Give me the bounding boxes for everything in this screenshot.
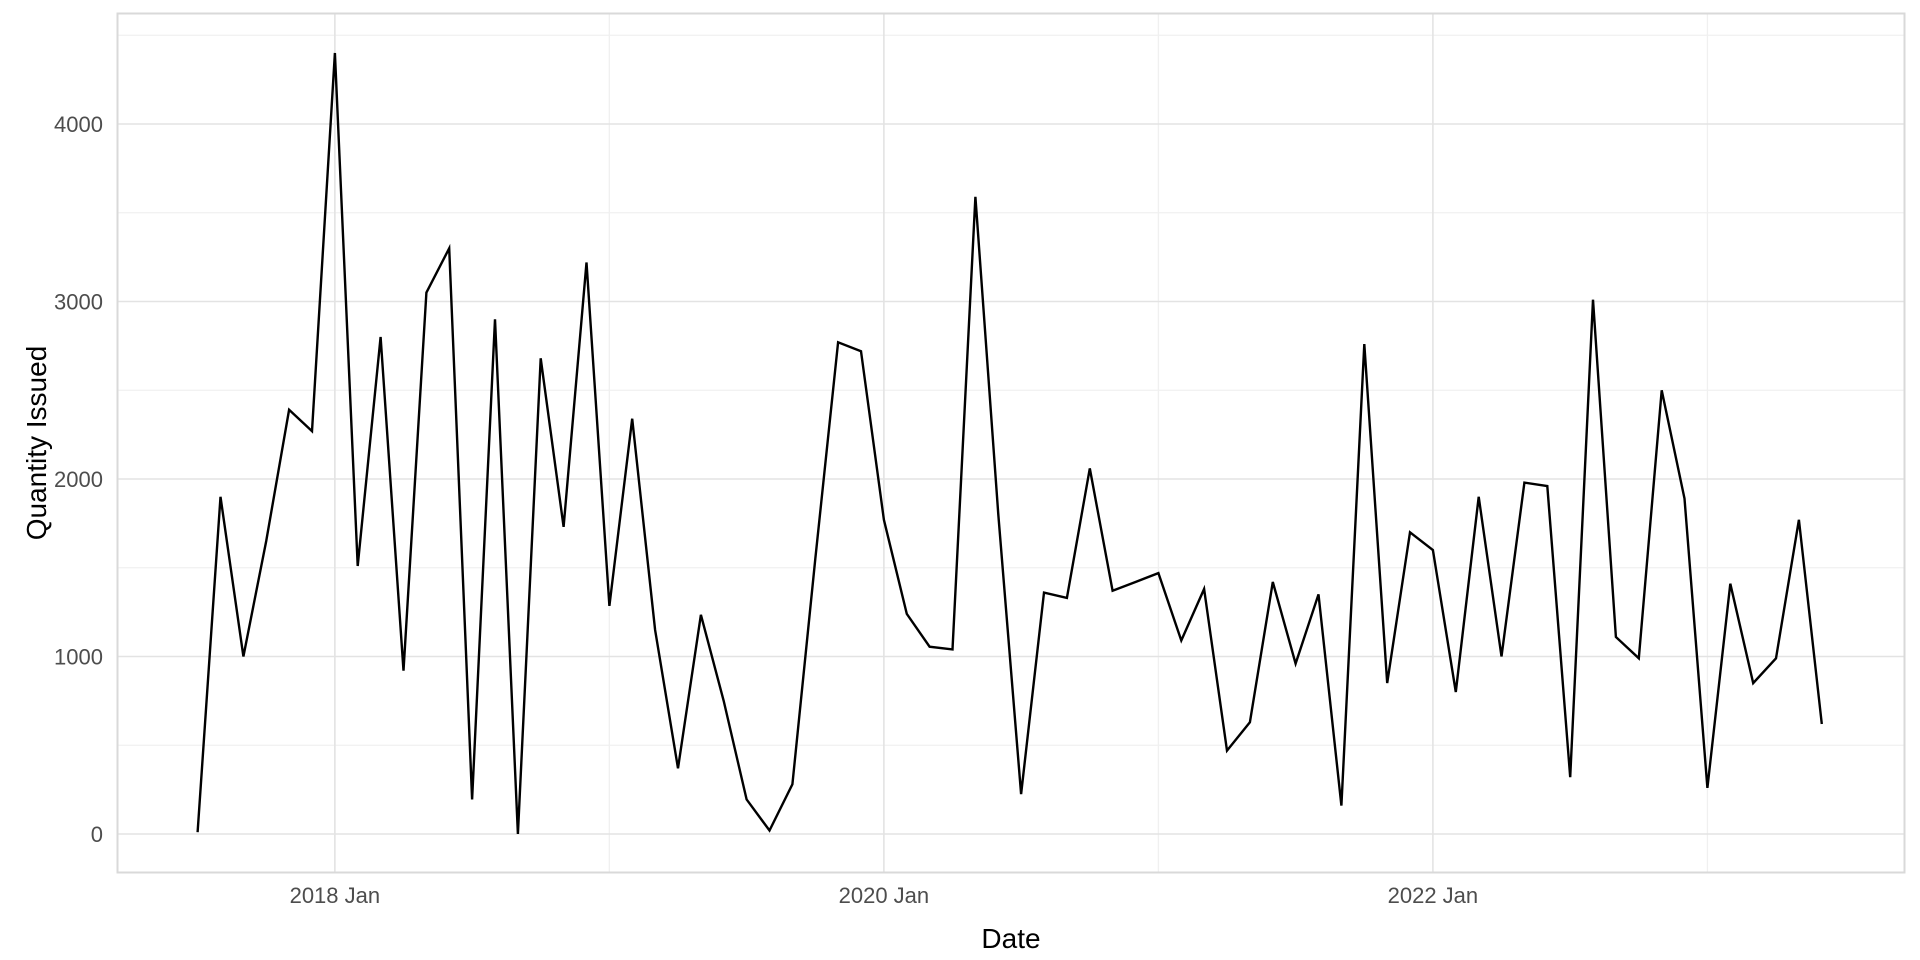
panel-border — [116, 12, 1906, 874]
y-tick-label: 1000 — [54, 645, 103, 670]
y-tick-label: 3000 — [54, 290, 103, 315]
y-tick-label: 0 — [91, 822, 103, 847]
y-tick-label: 4000 — [54, 112, 103, 137]
quantity-issued-series-line — [196, 52, 1823, 835]
y-axis-title: Quantity Issued — [21, 346, 52, 541]
major-gridlines — [117, 13, 1905, 873]
x-tick-label: 2022 Jan — [1388, 883, 1479, 908]
y-tick-label: 2000 — [54, 467, 103, 492]
y-axis-tick-labels: 0 1000 2000 3000 4000 — [54, 112, 103, 847]
minor-gridlines — [117, 13, 1905, 873]
x-tick-label: 2020 Jan — [839, 883, 930, 908]
x-tick-label: 2018 Jan — [290, 883, 381, 908]
x-axis-tick-labels: 2018 Jan 2020 Jan 2022 Jan — [290, 883, 1479, 908]
data-series — [196, 52, 1823, 835]
x-axis-title: Date — [981, 923, 1040, 954]
